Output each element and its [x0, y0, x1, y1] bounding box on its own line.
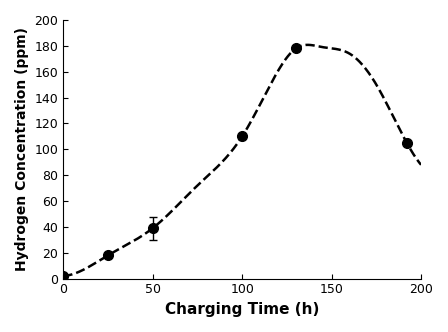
Y-axis label: Hydrogen Concentration (ppm): Hydrogen Concentration (ppm)	[15, 27, 29, 271]
X-axis label: Charging Time (h): Charging Time (h)	[165, 302, 319, 317]
